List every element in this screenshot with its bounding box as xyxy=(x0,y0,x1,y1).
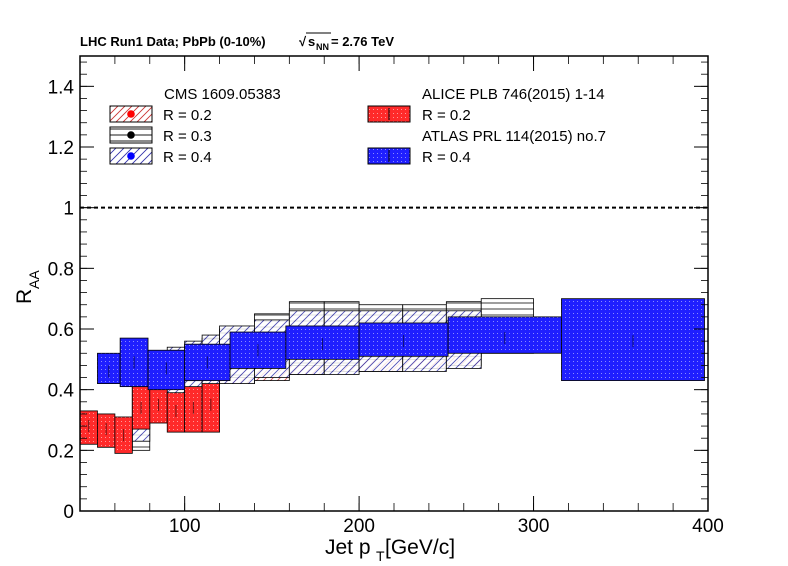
x-tick-label-3: 400 xyxy=(692,516,724,537)
legend-entry-cms-r04: R = 0.4 xyxy=(109,147,212,166)
legend-entry-alice-r02: R = 0.2 xyxy=(367,105,471,124)
y-tick-label-6: 1.2 xyxy=(48,138,74,159)
legend-label-cms-r02: R = 0.2 xyxy=(163,107,212,124)
header-prefix: LHC Run1 Data; PbPb (0-10%) xyxy=(80,34,266,49)
legend-label-cms-r03: R = 0.3 xyxy=(163,128,212,145)
y-tick-label-4: 0.8 xyxy=(48,259,74,280)
x-axis-label: Jet p T [GeV/c] xyxy=(325,536,455,564)
legend-label-cms-r04: R = 0.4 xyxy=(163,149,212,166)
y-tick-label-1: 0.2 xyxy=(48,441,74,462)
legend-entry-cms-r02: R = 0.2 xyxy=(109,105,212,124)
tick-layer: 0 0.2 0.4 0.6 0.8 1 1.2 1.4 100 200 300 400 xyxy=(48,56,724,537)
y-tick-label-0: 0 xyxy=(63,502,74,523)
y-tick-label-5: 1 xyxy=(63,199,74,220)
x-tick-label-2: 300 xyxy=(518,516,550,537)
legend-alice-header: ALICE PLB 746(2015) 1-14 xyxy=(422,86,605,103)
y-axis-label-sub: AA xyxy=(26,270,42,289)
x-axis-label-main: Jet p xyxy=(325,536,371,559)
header-s-symbol: s xyxy=(308,34,315,49)
header-sqrt-sign: √ xyxy=(299,34,307,49)
x-axis-label-unit: [GeV/c] xyxy=(385,536,455,559)
x-axis-label-sub: T xyxy=(376,548,385,564)
y-axis-label-main: R xyxy=(13,289,36,304)
x-tick-label-1: 200 xyxy=(343,516,375,537)
y-tick-label-7: 1.4 xyxy=(48,77,75,98)
header-energy: = 2.76 TeV xyxy=(331,34,394,49)
legend-atlas-header: ATLAS PRL 114(2015) no.7 xyxy=(422,128,606,145)
series-atlas xyxy=(97,298,705,391)
legend-marker-cms-r02 xyxy=(127,110,135,118)
legend-marker-cms-r04 xyxy=(127,152,135,160)
legend-label-alice-r02: R = 0.2 xyxy=(422,107,471,124)
y-axis-label: R AA xyxy=(13,270,42,304)
legend-cms-header: CMS 1609.05383 xyxy=(164,86,281,103)
y-tick-label-3: 0.6 xyxy=(48,320,74,341)
legend-entry-cms-r03: R = 0.3 xyxy=(109,126,212,145)
header-nn-subscript: NN xyxy=(316,42,329,52)
series-alice xyxy=(79,383,220,454)
legend-entry-atlas-r04: R = 0.4 xyxy=(367,147,471,166)
y-tick-label-2: 0.4 xyxy=(48,381,75,402)
legend-label-atlas-r04: R = 0.4 xyxy=(422,149,471,166)
plot-frame xyxy=(79,55,709,512)
series-layer xyxy=(79,298,705,454)
x-tick-label-0: 100 xyxy=(169,516,201,537)
legend-marker-cms-r03 xyxy=(127,131,135,139)
legend: CMS 1609.05383 ALICE PLB 746(2015) 1-14 … xyxy=(109,86,606,166)
